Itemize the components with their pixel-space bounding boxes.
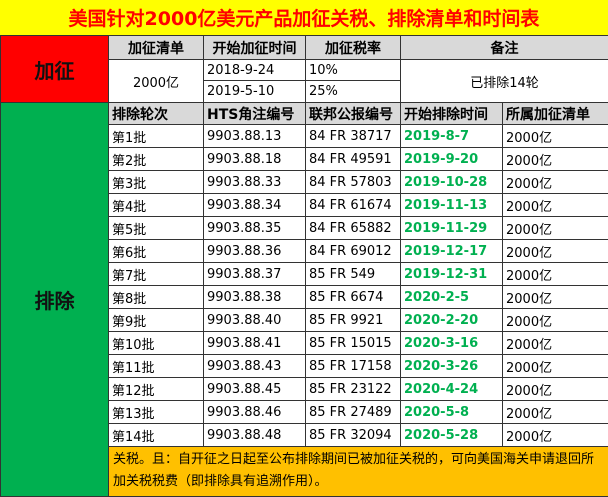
hts-number: 9903.88.34 [204,194,306,217]
levy-list: 2000亿 [503,332,608,355]
round: 第8批 [109,286,204,309]
levy-list: 2000亿 [109,60,204,103]
levy-list: 2000亿 [503,194,608,217]
header-remark: 备注 [401,36,608,60]
fr-number: 85 FR 15015 [306,332,401,355]
fr-number: 84 FR 57803 [306,171,401,194]
header-fr: 联邦公报编号 [306,103,401,125]
exclusion-date: 2019-12-17 [401,240,503,263]
exclusion-date: 2019-11-29 [401,217,503,240]
exclusion-date: 2020-2-20 [401,309,503,332]
hts-number: 9903.88.45 [204,378,306,401]
levy-list: 2000亿 [503,309,608,332]
exclusion-date: 2019-8-7 [401,125,503,148]
fr-number: 85 FR 23122 [306,378,401,401]
hts-number: 9903.88.43 [204,355,306,378]
tariff-table: 加征 加征清单 开始加征时间 加征税率 备注 2000亿 2018-9-24 1… [0,35,608,497]
exclusion-section-label: 排除 [1,103,109,497]
hts-number: 9903.88.37 [204,263,306,286]
fr-number: 84 FR 69012 [306,240,401,263]
header-list: 所属加征清单 [503,103,608,125]
hts-number: 9903.88.46 [204,401,306,424]
fr-number: 84 FR 61674 [306,194,401,217]
header-exclusion-start: 开始排除时间 [401,103,503,125]
hts-number: 9903.88.18 [204,148,306,171]
fr-number: 84 FR 65882 [306,217,401,240]
levy-list: 2000亿 [503,217,608,240]
fr-number: 85 FR 32094 [306,424,401,447]
hts-number: 9903.88.35 [204,217,306,240]
exclusion-date: 2019-9-20 [401,148,503,171]
levy-list: 2000亿 [503,125,608,148]
fr-number: 85 FR 549 [306,263,401,286]
exclusion-note: 关税。且：自开征之日起至公布排除期间已被加征关税的，可向美国海关申请退回所加关税… [109,447,608,497]
hts-number: 9903.88.33 [204,171,306,194]
levy-list: 2000亿 [503,171,608,194]
fr-number: 85 FR 27489 [306,401,401,424]
levy-list: 2000亿 [503,286,608,309]
exclusion-date: 2020-2-5 [401,286,503,309]
fr-number: 85 FR 9921 [306,309,401,332]
levy-list: 2000亿 [503,424,608,447]
hts-number: 9903.88.13 [204,125,306,148]
hts-number: 9903.88.36 [204,240,306,263]
round: 第14批 [109,424,204,447]
round: 第12批 [109,378,204,401]
levy-list: 2000亿 [503,355,608,378]
hts-number: 9903.88.40 [204,309,306,332]
levy-rate: 25% [306,81,401,103]
levy-section-label: 加征 [1,36,109,103]
exclusion-date: 2020-4-24 [401,378,503,401]
round: 第6批 [109,240,204,263]
header-levy-list: 加征清单 [109,36,204,60]
hts-number: 9903.88.38 [204,286,306,309]
levy-rate: 10% [306,60,401,81]
round: 第11批 [109,355,204,378]
exclusion-date: 2019-10-28 [401,171,503,194]
header-hts: HTS角注编号 [204,103,306,125]
levy-list: 2000亿 [503,378,608,401]
levy-date: 2018-9-24 [204,60,306,81]
round: 第5批 [109,217,204,240]
fr-number: 85 FR 17158 [306,355,401,378]
header-levy-rate: 加征税率 [306,36,401,60]
levy-list: 2000亿 [503,263,608,286]
round: 第2批 [109,148,204,171]
header-round: 排除轮次 [109,103,204,125]
fr-number: 84 FR 49591 [306,148,401,171]
fr-number: 85 FR 6674 [306,286,401,309]
round: 第10批 [109,332,204,355]
exclusion-date: 2019-11-13 [401,194,503,217]
levy-remark: 已排除14轮 [401,60,608,103]
header-levy-start: 开始加征时间 [204,36,306,60]
exclusion-date: 2019-12-31 [401,263,503,286]
hts-number: 9903.88.48 [204,424,306,447]
hts-number: 9903.88.41 [204,332,306,355]
round: 第1批 [109,125,204,148]
levy-list: 2000亿 [503,240,608,263]
levy-list: 2000亿 [503,401,608,424]
fr-number: 84 FR 38717 [306,125,401,148]
levy-date: 2019-5-10 [204,81,306,103]
round: 第4批 [109,194,204,217]
exclusion-date: 2020-5-8 [401,401,503,424]
round: 第13批 [109,401,204,424]
levy-list: 2000亿 [503,148,608,171]
round: 第9批 [109,309,204,332]
round: 第7批 [109,263,204,286]
page-title: 美国针对2000亿美元产品加征关税、排除清单和时间表 [0,0,608,35]
exclusion-date: 2020-3-26 [401,355,503,378]
exclusion-date: 2020-5-28 [401,424,503,447]
round: 第3批 [109,171,204,194]
exclusion-date: 2020-3-16 [401,332,503,355]
